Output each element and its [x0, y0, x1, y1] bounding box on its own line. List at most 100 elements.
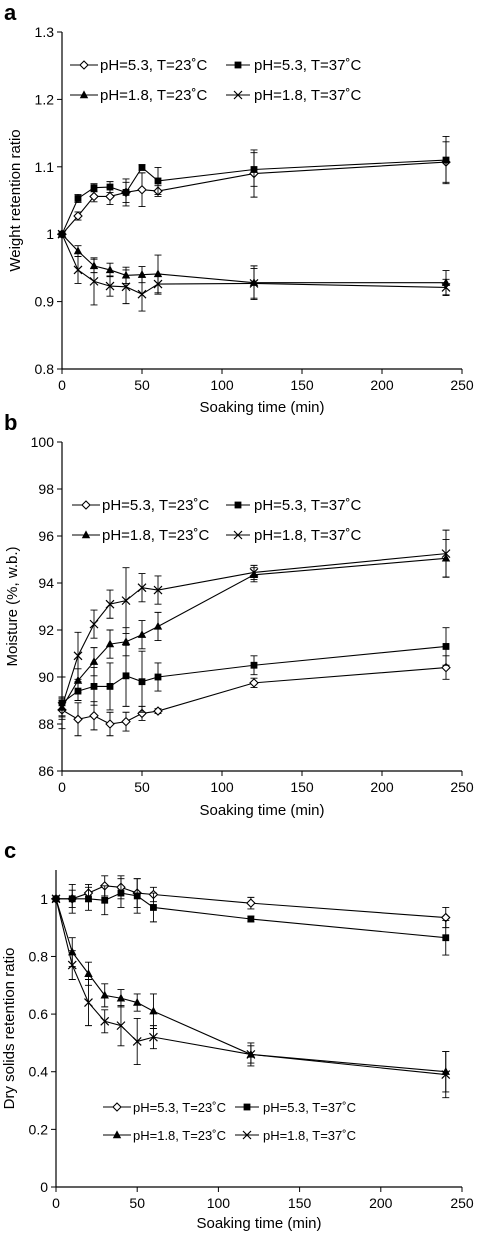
- legend-marker: [234, 501, 242, 509]
- x-axis-label: Soaking time (min): [196, 1215, 321, 1232]
- x-tick-label: 100: [210, 377, 234, 393]
- y-axis-label: Moisture (%, w.b.): [4, 546, 21, 666]
- legend-marker: [81, 530, 91, 539]
- x-tick-label: 50: [129, 1195, 145, 1211]
- data-point: [153, 269, 163, 278]
- data-point: [149, 1032, 158, 1042]
- data-point: [74, 195, 82, 202]
- data-point: [121, 282, 131, 292]
- y-tick-label: 1: [46, 226, 54, 242]
- y-tick-label: 100: [31, 434, 55, 450]
- y-tick-label: 0.2: [29, 1121, 49, 1137]
- data-point: [116, 993, 126, 1002]
- data-point: [73, 211, 83, 221]
- chart-panel-b: b 0 50 100 150 200 250 86 88 90 92 94 96 98 100 Soaking…: [4, 410, 474, 819]
- x-tick-label: 250: [450, 377, 474, 393]
- data-point: [68, 895, 76, 903]
- data-point: [73, 714, 83, 725]
- y-tick-label: 0.8: [29, 948, 49, 964]
- y-tick-label: 96: [38, 528, 54, 544]
- data-point: [89, 710, 99, 721]
- data-point: [138, 164, 146, 171]
- series-4: [57, 529, 451, 717]
- x-tick-label: 200: [370, 377, 394, 393]
- panel-letter: a: [4, 0, 17, 25]
- x-tick-label: 200: [370, 779, 394, 795]
- panel-letter: b: [4, 410, 17, 435]
- legend-marker: [234, 61, 242, 69]
- panel-letter: c: [4, 838, 16, 863]
- legend-item: pH=5.3, T=37˚C: [235, 1100, 356, 1115]
- data-point: [441, 283, 451, 292]
- series-4: [51, 894, 451, 1099]
- data-point: [100, 990, 109, 999]
- data-point: [138, 678, 146, 686]
- legend-marker: [242, 1130, 252, 1140]
- data-point: [250, 661, 258, 669]
- data-point: [73, 265, 83, 275]
- data-point: [150, 904, 157, 911]
- x-tick-label: 50: [134, 377, 150, 393]
- x-tick-label: 0: [52, 1195, 60, 1211]
- legend-label: pH=5.3, T=23˚C: [133, 1100, 226, 1115]
- x-tick-label: 0: [58, 377, 66, 393]
- data-point: [57, 701, 67, 711]
- data-point: [121, 637, 131, 645]
- data-point: [106, 683, 114, 690]
- y-tick-label: 94: [38, 575, 54, 591]
- data-point: [121, 716, 131, 727]
- y-tick-label: 0: [40, 1179, 48, 1195]
- data-point: [84, 998, 93, 1007]
- data-point: [153, 279, 163, 289]
- legend-item: pH=5.3, T=23˚C: [72, 497, 209, 514]
- data-point: [100, 1016, 110, 1026]
- y-tick-label: 1: [40, 891, 48, 907]
- data-point: [133, 892, 141, 900]
- data-point: [116, 1021, 126, 1031]
- data-point: [101, 896, 109, 904]
- legend-marker: [79, 90, 89, 99]
- y-axis-label: Dry solids retention ratio: [1, 948, 18, 1110]
- data-point: [90, 184, 98, 192]
- y-tick-label: 90: [38, 669, 54, 685]
- data-point: [250, 166, 258, 173]
- legend: pH=5.3, T=23˚C pH=5.3, T=37˚C pH=1.8, T=23…: [72, 497, 361, 544]
- data-point: [249, 568, 259, 577]
- x-tick-label: 100: [210, 779, 234, 795]
- data-point: [73, 675, 83, 684]
- x-tick-label: 150: [288, 1195, 312, 1211]
- data-point: [105, 265, 115, 274]
- data-point: [153, 585, 163, 595]
- legend-item: pH=5.3, T=37˚C: [226, 57, 361, 74]
- data-point: [122, 189, 130, 196]
- y-tick-label: 98: [38, 481, 54, 497]
- legend-item: pH=1.8, T=23˚C: [103, 1128, 226, 1143]
- data-point: [89, 191, 99, 202]
- data-point: [67, 960, 77, 970]
- data-point: [137, 583, 147, 593]
- data-point: [89, 619, 99, 629]
- data-point: [105, 281, 115, 291]
- data-point: [105, 191, 115, 202]
- legend: pH=5.3, T=23˚C pH=5.3, T=37˚C pH=1.8, T=23…: [103, 1100, 356, 1143]
- data-point: [137, 289, 147, 299]
- x-tick-label: 150: [290, 377, 314, 393]
- legend-item: pH=1.8, T=37˚C: [226, 527, 361, 544]
- series-4: [57, 229, 451, 312]
- chart-panel-c: c 0 50 100 150 200 250 0 0.2 0.4 0.6 0.8 1 Soaking ti…: [1, 838, 474, 1232]
- y-tick-label: 1.1: [35, 159, 55, 175]
- data-point: [106, 183, 114, 191]
- data-point: [249, 678, 259, 688]
- series-2: [58, 136, 450, 238]
- legend-marker: [112, 1102, 122, 1112]
- legend-marker: [233, 530, 243, 540]
- data-point: [105, 639, 115, 648]
- x-tick-label: 200: [369, 1195, 393, 1211]
- data-point: [249, 278, 259, 288]
- data-point: [73, 246, 83, 255]
- legend-item: pH=1.8, T=23˚C: [70, 87, 207, 104]
- y-tick-label: 0.8: [35, 361, 55, 377]
- x-tick-label: 100: [207, 1195, 231, 1211]
